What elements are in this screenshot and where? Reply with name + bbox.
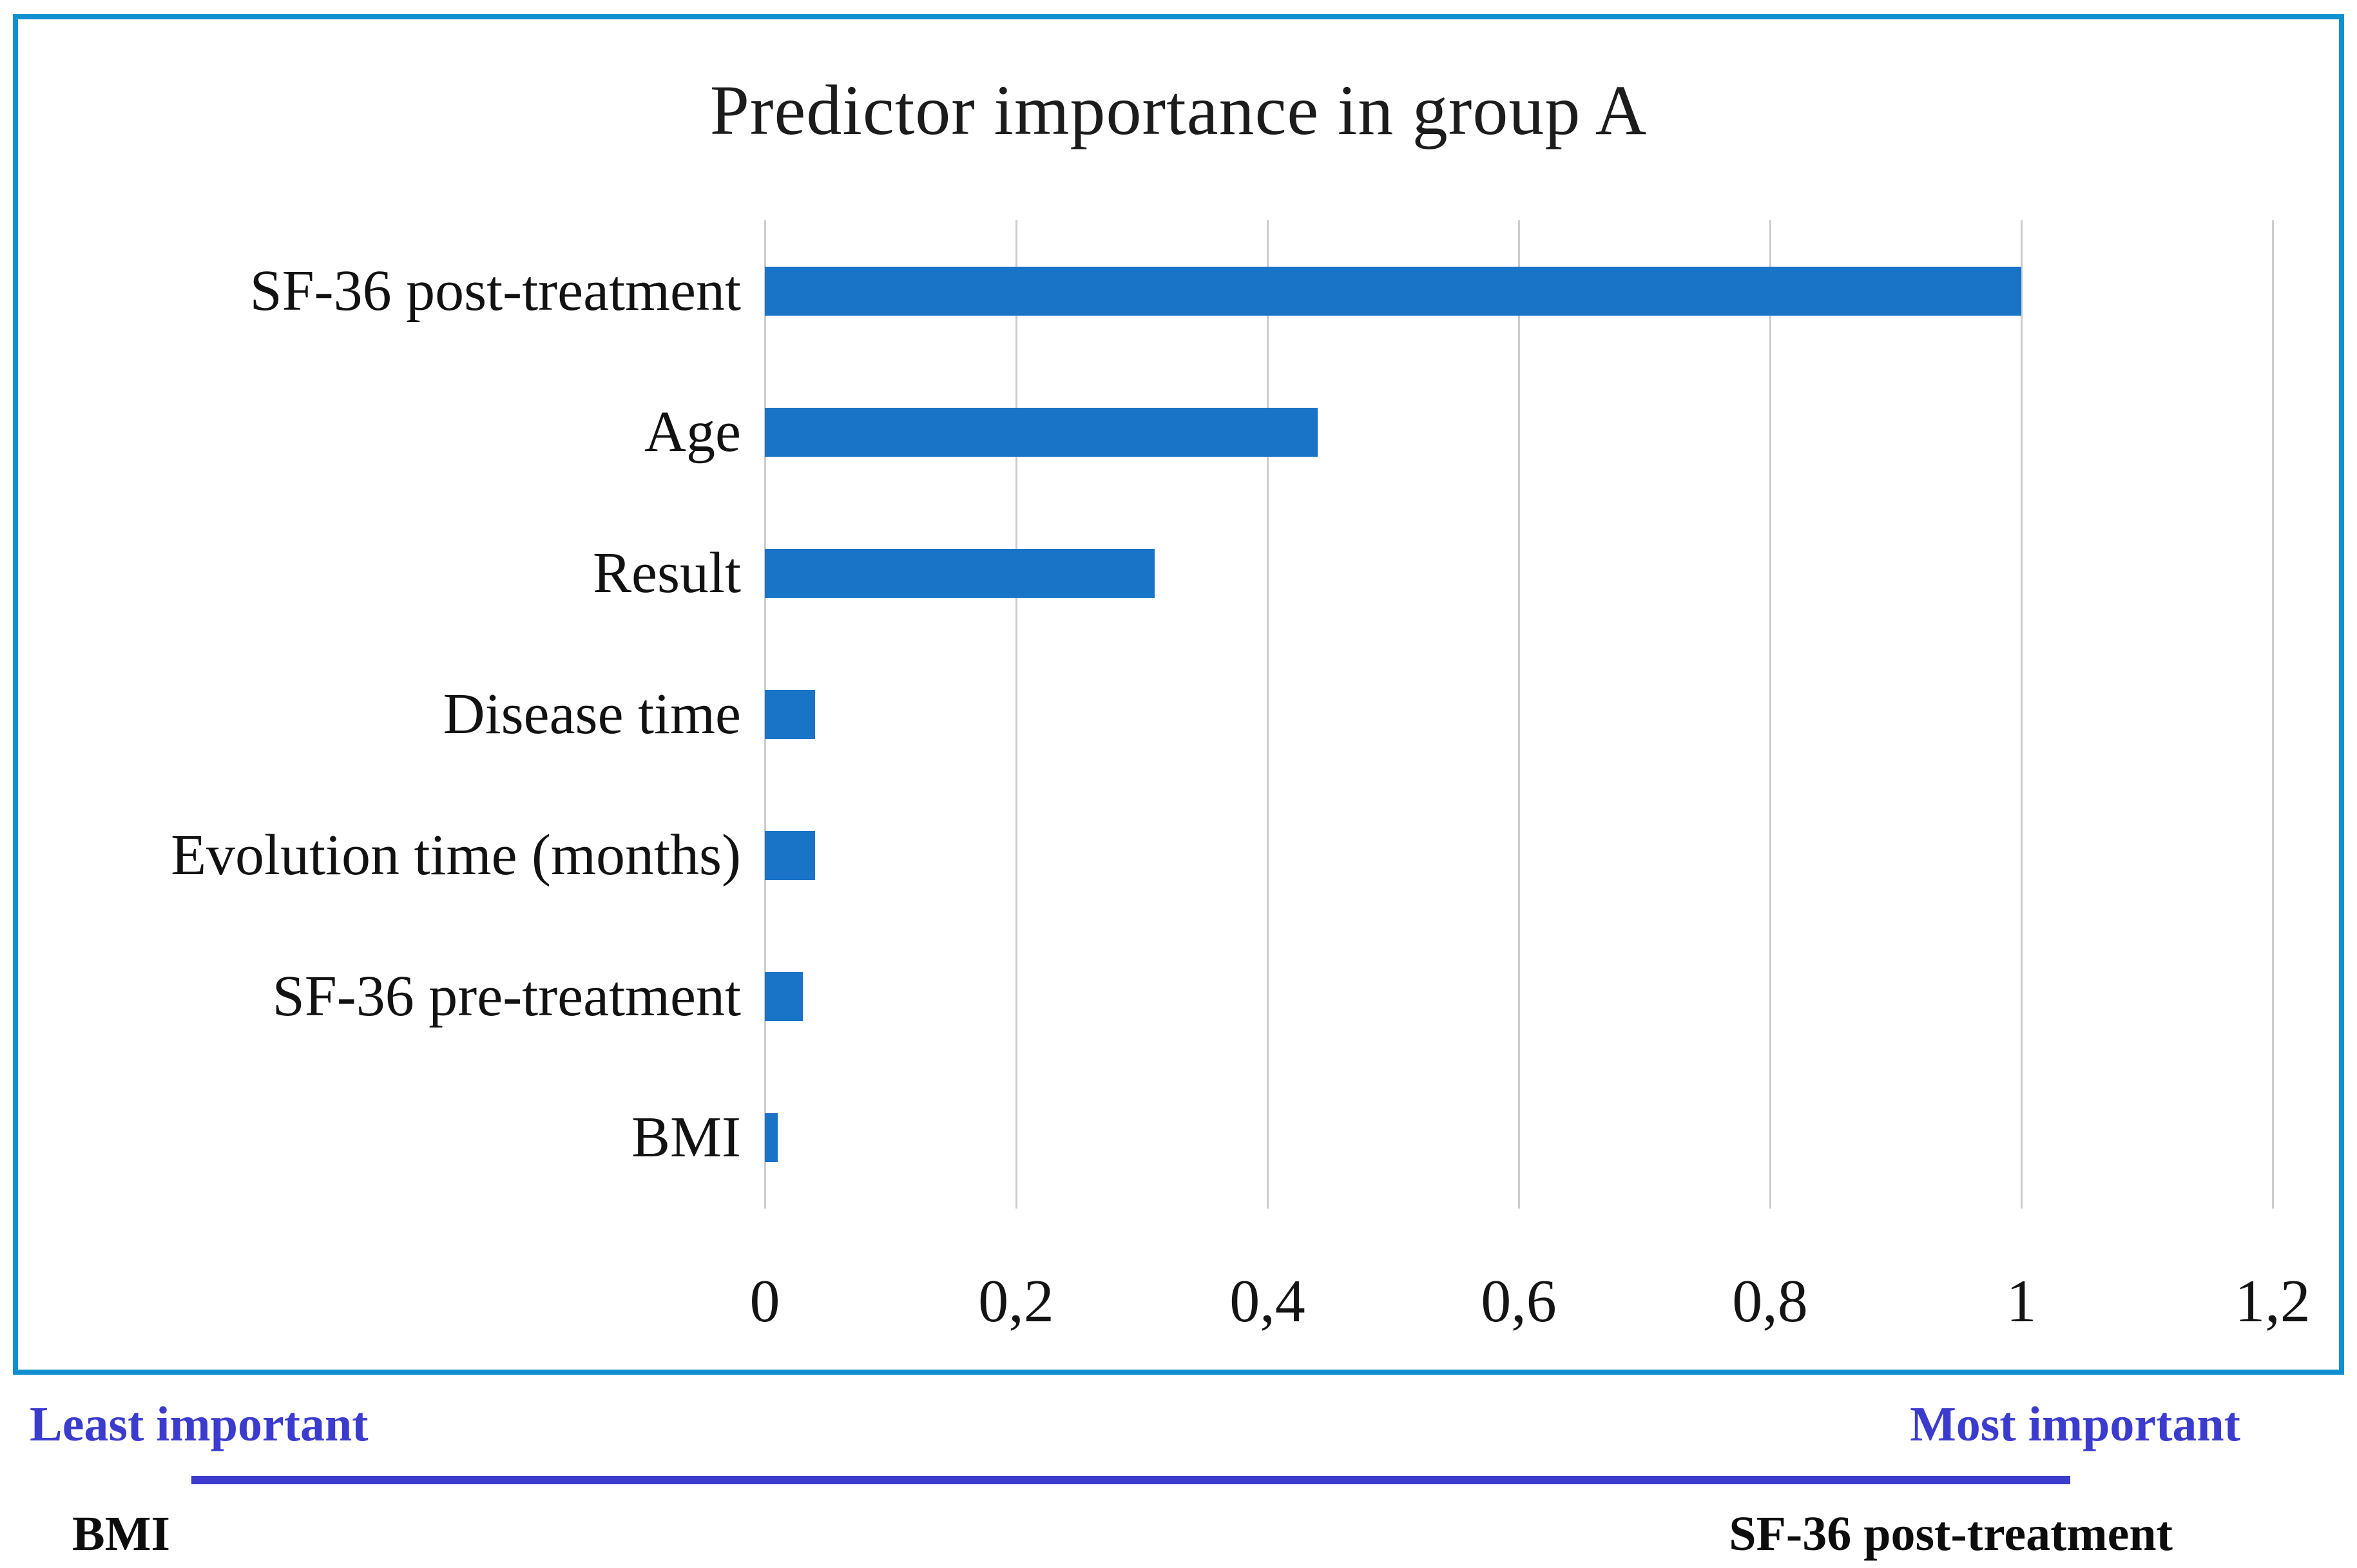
- x-tick-label: 1,2: [2235, 1268, 2311, 1335]
- bar: [765, 548, 1155, 598]
- bar: [765, 831, 815, 881]
- category-label: SF-36 pre-treatment: [272, 964, 741, 1029]
- chart-title: Predictor importance in group A: [709, 71, 1648, 149]
- footer-right-item: SF-36 post-treatment: [1729, 1507, 2173, 1561]
- x-tick-label: 0,6: [1481, 1268, 1557, 1335]
- category-label: Evolution time (months): [171, 823, 741, 888]
- bar: [765, 690, 815, 739]
- gridline: [2020, 220, 2023, 1209]
- category-label: Disease time: [443, 682, 741, 746]
- x-tick-label: 1: [2006, 1268, 2037, 1335]
- gridline: [1015, 220, 1017, 1209]
- x-tick-label: 0: [749, 1268, 780, 1335]
- x-tick-label: 0,4: [1229, 1268, 1305, 1335]
- category-label: Result: [592, 540, 741, 605]
- footer-left-item: BMI: [72, 1507, 170, 1561]
- gridline: [1769, 220, 1771, 1209]
- footer-most-important-label: Most important: [1910, 1397, 2240, 1451]
- gridline: [1266, 220, 1269, 1209]
- gridline: [1517, 220, 1520, 1209]
- x-tick-label: 0,2: [978, 1268, 1054, 1335]
- gridline: [2271, 220, 2274, 1209]
- bar: [765, 1113, 778, 1163]
- footer-least-important-label: Least important: [30, 1397, 369, 1451]
- category-label: SF-36 post-treatment: [249, 258, 741, 323]
- category-label: BMI: [631, 1105, 741, 1170]
- bar: [765, 407, 1318, 457]
- category-label: Age: [644, 399, 741, 464]
- x-tick-label: 0,8: [1732, 1268, 1808, 1335]
- chart-frame: Predictor importance in group A 0 0,2 0,4 0…: [13, 14, 2344, 1375]
- bar: [765, 972, 803, 1022]
- bar: [765, 266, 2021, 316]
- footer-scale-line: [191, 1476, 2070, 1484]
